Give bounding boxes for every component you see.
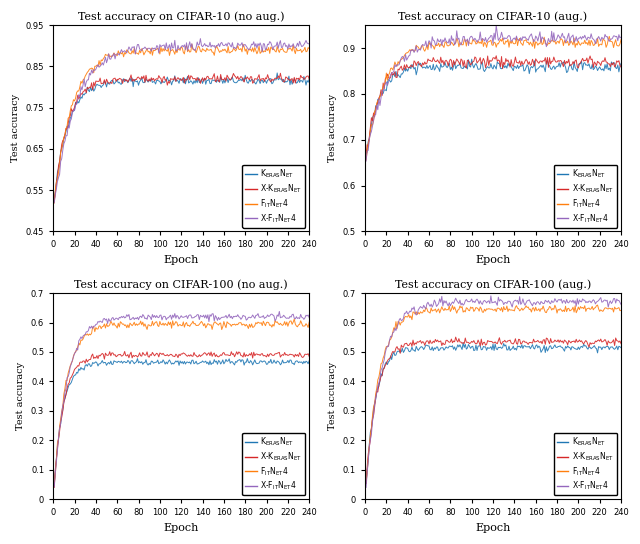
Legend: $\mathrm{K_{ERAS}N_{ET}}$, $\mathrm{X\text{-}K_{ERAS}N_{ET}}$, $\mathrm{F_{IT}N_: $\mathrm{K_{ERAS}N_{ET}}$, $\mathrm{X\te… — [554, 165, 617, 227]
Y-axis label: Test accuracy: Test accuracy — [328, 362, 337, 430]
Legend: $\mathrm{K_{ERAS}N_{ET}}$, $\mathrm{X\text{-}K_{ERAS}N_{ET}}$, $\mathrm{F_{IT}N_: $\mathrm{K_{ERAS}N_{ET}}$, $\mathrm{X\te… — [554, 432, 617, 496]
Title: Test accuracy on CIFAR-100 (aug.): Test accuracy on CIFAR-100 (aug.) — [395, 279, 591, 289]
X-axis label: Epoch: Epoch — [163, 523, 199, 533]
Legend: $\mathrm{K_{ERAS}N_{ET}}$, $\mathrm{X\text{-}K_{ERAS}N_{ET}}$, $\mathrm{F_{IT}N_: $\mathrm{K_{ERAS}N_{ET}}$, $\mathrm{X\te… — [242, 165, 305, 227]
Title: Test accuracy on CIFAR-10 (no aug.): Test accuracy on CIFAR-10 (no aug.) — [78, 11, 284, 22]
X-axis label: Epoch: Epoch — [163, 255, 199, 265]
Y-axis label: Test accuracy: Test accuracy — [17, 362, 26, 430]
X-axis label: Epoch: Epoch — [476, 523, 511, 533]
Title: Test accuracy on CIFAR-10 (aug.): Test accuracy on CIFAR-10 (aug.) — [399, 11, 588, 22]
Title: Test accuracy on CIFAR-100 (no aug.): Test accuracy on CIFAR-100 (no aug.) — [74, 279, 288, 289]
Legend: $\mathrm{K_{ERAS}N_{ET}}$, $\mathrm{X\text{-}K_{ERAS}N_{ET}}$, $\mathrm{F_{IT}N_: $\mathrm{K_{ERAS}N_{ET}}$, $\mathrm{X\te… — [242, 432, 305, 496]
Y-axis label: Test accuracy: Test accuracy — [328, 94, 337, 163]
Y-axis label: Test accuracy: Test accuracy — [11, 94, 20, 163]
X-axis label: Epoch: Epoch — [476, 255, 511, 265]
